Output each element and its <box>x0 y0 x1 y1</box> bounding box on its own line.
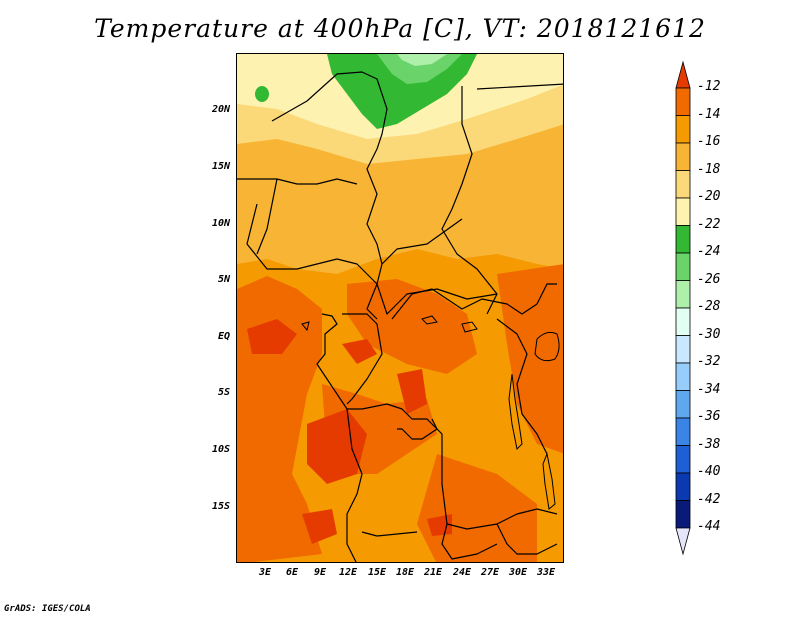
lat-label-15s: 15S <box>211 501 230 512</box>
colorbar-label: -38 <box>697 436 721 452</box>
lon-label-12e: 12E <box>338 567 358 578</box>
colorbar-segment <box>675 87 691 116</box>
lon-label-24e: 24E <box>452 567 472 578</box>
lon-label-18e: 18E <box>395 567 415 578</box>
lon-label-27e: 27E <box>480 567 500 578</box>
colorbar-label: -32 <box>697 354 721 369</box>
colorbar-segment <box>675 170 691 199</box>
colorbar-segment <box>675 390 691 419</box>
lat-label-10n: 10N <box>211 218 230 229</box>
plot-title: Temperature at 400hPa [C], VT: 201812161… <box>94 14 706 43</box>
colorbar-label: -24 <box>697 244 721 259</box>
colorbar-segment <box>675 252 691 281</box>
colorbar-segment <box>675 417 691 446</box>
colorbar-segment <box>675 280 691 309</box>
colorbar-label: -28 <box>697 299 721 314</box>
colorbar-segment <box>675 225 691 254</box>
colorbar-label: -14 <box>697 106 721 122</box>
colorbar-label: -30 <box>697 326 721 342</box>
colorbar-label: -26 <box>697 271 721 287</box>
colorbar-segment <box>675 197 691 226</box>
colorbar-segment <box>675 142 691 171</box>
colorbar-label: -44 <box>697 519 721 534</box>
lon-label-3e: 3E <box>258 567 272 578</box>
lon-label-9e: 9E <box>313 567 327 578</box>
colorbar-segment <box>675 335 691 364</box>
lat-label-5s: 5S <box>217 387 230 398</box>
lat-label-5n: 5N <box>217 274 230 285</box>
colorbar-label: -34 <box>697 381 721 397</box>
colorbar-label: -40 <box>697 464 721 479</box>
lat-label-eq: EQ <box>217 331 230 342</box>
map-panel <box>236 53 564 563</box>
colorbar-label: -18 <box>697 161 721 177</box>
colorbar-label: -36 <box>697 409 721 424</box>
colorbar-segment <box>675 115 691 144</box>
colorbar-segment <box>675 307 691 336</box>
colorbar-label: -12 <box>697 79 721 94</box>
lon-label-33e: 33E <box>536 567 556 578</box>
colorbar-segment <box>675 500 691 529</box>
credit-text: GrADS: IGES/COLA <box>4 604 91 614</box>
colorbar-arrow-top <box>675 60 691 89</box>
colorbar-label: -22 <box>697 216 721 232</box>
lon-label-21e: 21E <box>423 567 443 578</box>
colorbar <box>675 60 691 556</box>
colorbar-arrow-bottom <box>675 527 691 556</box>
colorbar-label: -16 <box>697 134 721 149</box>
lat-label-15n: 15N <box>211 161 230 172</box>
colorbar-segment <box>675 445 691 474</box>
lon-label-30e: 30E <box>508 567 528 578</box>
temperature-field <box>237 54 563 562</box>
lon-label-15e: 15E <box>367 567 387 578</box>
colorbar-segment <box>675 362 691 391</box>
colorbar-segment <box>675 472 691 501</box>
colorbar-label: -42 <box>697 491 721 507</box>
lat-label-20n: 20N <box>211 104 230 115</box>
lon-label-6e: 6E <box>285 567 299 578</box>
lat-label-10s: 10S <box>211 444 230 455</box>
colorbar-label: -20 <box>697 189 721 204</box>
